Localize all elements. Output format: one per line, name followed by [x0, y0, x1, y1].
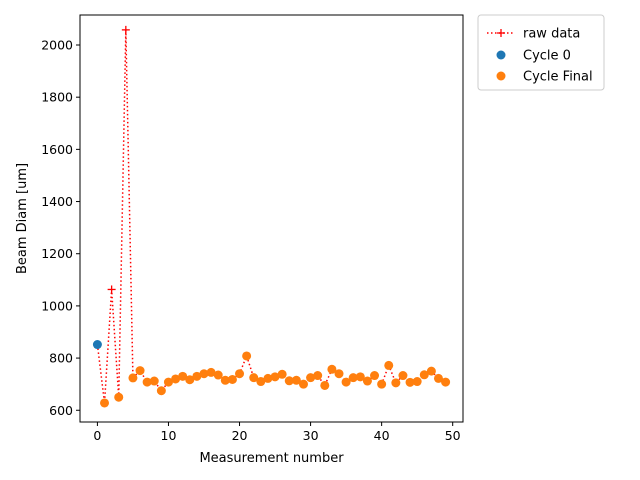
- cycle-point: [192, 371, 202, 381]
- cycle-point: [341, 377, 351, 387]
- cycle-point: [419, 370, 429, 380]
- cycle-point: [334, 369, 344, 379]
- cycle-point: [433, 373, 443, 383]
- cycle-point: [220, 375, 230, 385]
- x-tick-label: 50: [445, 428, 461, 443]
- cycle-point: [320, 380, 330, 390]
- legend-cycle-final-marker: [496, 71, 506, 81]
- cycle-point: [227, 374, 237, 384]
- cycle-point: [135, 366, 145, 376]
- legend-raw-marker: [497, 29, 505, 37]
- cycle-point: [355, 372, 365, 382]
- cycle-point: [306, 373, 316, 383]
- cycle-point: [142, 377, 152, 387]
- cycle-point: [327, 364, 337, 374]
- y-tick-label: 800: [49, 351, 73, 366]
- cycle-point: [249, 373, 259, 383]
- cycle-point: [441, 377, 451, 387]
- cycle-point: [348, 373, 358, 383]
- legend-label: Cycle 0: [523, 49, 571, 64]
- cycle-point: [277, 369, 287, 379]
- cycle-point: [185, 375, 195, 385]
- cycle-point: [100, 398, 110, 408]
- cycle-point: [92, 340, 102, 350]
- cycle-point: [270, 372, 280, 382]
- cycle-point: [298, 379, 308, 389]
- plot-frame: [79, 14, 464, 423]
- cycle-point: [284, 376, 294, 386]
- cycle-point: [128, 373, 138, 383]
- legend: raw data Cycle 0 Cycle Final: [477, 14, 605, 91]
- x-tick-label: 0: [93, 428, 101, 443]
- cycle-point: [171, 374, 181, 384]
- cycle-point: [149, 376, 159, 386]
- cycle-point: [178, 371, 188, 381]
- cycle-point: [377, 379, 387, 389]
- cycle-point: [263, 373, 273, 383]
- legend-box: [477, 14, 605, 91]
- legend-label: Cycle Final: [523, 70, 593, 85]
- cycle-point: [362, 376, 372, 386]
- y-tick-label: 1200: [41, 246, 73, 261]
- cycle-point: [114, 392, 124, 402]
- cycle-point: [156, 386, 166, 396]
- cycle-point: [370, 371, 380, 381]
- x-tick-label: 30: [303, 428, 319, 443]
- raw-data-marker: [107, 285, 116, 294]
- cycle-point: [256, 377, 266, 387]
- cycle-point: [199, 369, 209, 379]
- cycle-point: [235, 369, 245, 379]
- plot-area: [92, 25, 451, 408]
- x-axis-label: Measurement number: [199, 451, 344, 466]
- cycle-point: [163, 377, 173, 387]
- cycle-point: [426, 366, 436, 376]
- x-tick-label: 40: [374, 428, 390, 443]
- cycle-point: [412, 377, 422, 387]
- cycle-point: [405, 377, 415, 387]
- cycle-point: [291, 375, 301, 385]
- cycle-point: [213, 370, 223, 380]
- cycle-point: [313, 371, 323, 381]
- raw-data-marker: [121, 25, 130, 34]
- x-tick-label: 20: [232, 428, 248, 443]
- cycle-point: [242, 351, 252, 361]
- y-tick-label: 600: [49, 403, 73, 418]
- cycle-point: [206, 367, 216, 377]
- cycle-point: [384, 360, 394, 370]
- x-tick-label: 10: [161, 428, 177, 443]
- y-tick-label: 1400: [41, 194, 73, 209]
- legend-label: raw data: [523, 27, 580, 42]
- y-tick-label: 2000: [41, 38, 73, 53]
- cycle-point: [398, 371, 408, 381]
- axis-ticks: 0 10 20 30 40 50 600 800 1000 1200 1400 1600 1800 200…: [41, 38, 461, 443]
- legend-cycle0-marker: [496, 50, 506, 60]
- y-tick-label: 1800: [41, 90, 73, 105]
- y-tick-label: 1000: [41, 298, 73, 313]
- raw-data-line: [96, 29, 446, 404]
- y-tick-label: 1600: [41, 142, 73, 157]
- cycle-point: [391, 378, 401, 388]
- y-axis-label: Beam Diam [um]: [15, 163, 30, 274]
